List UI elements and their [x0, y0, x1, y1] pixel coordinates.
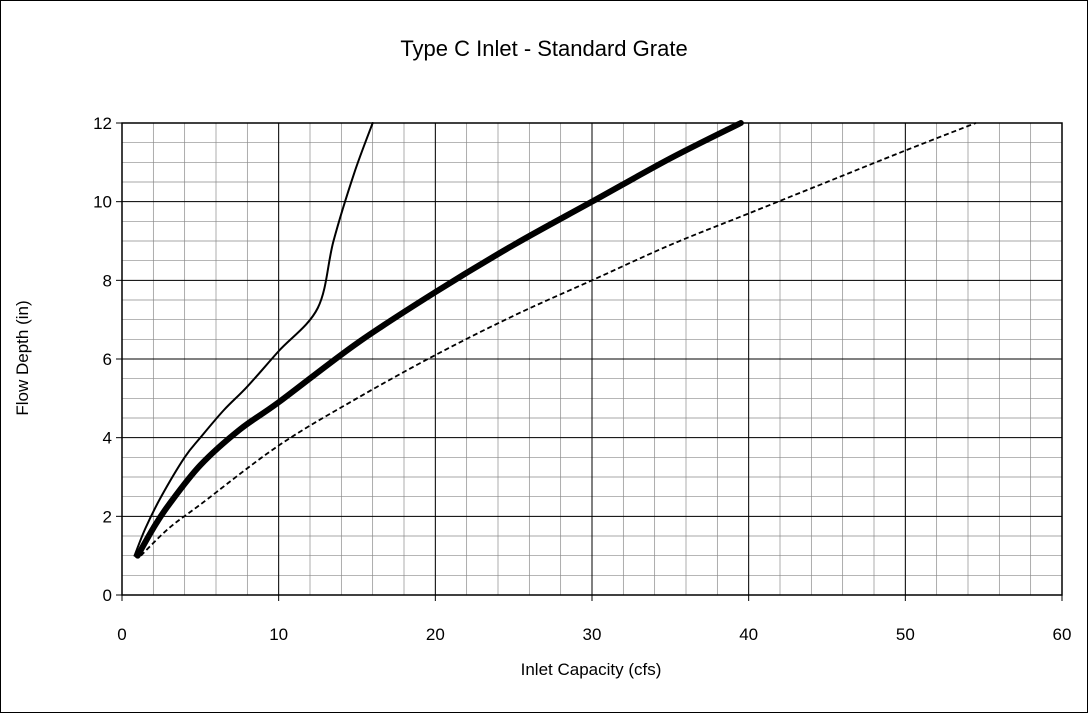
series-line-dashed [140, 122, 977, 557]
grid [121, 122, 1063, 596]
y-tick-label: 6 [103, 350, 112, 369]
series-lines [133, 120, 977, 559]
x-tick-label: 30 [583, 625, 602, 644]
y-tick-label: 0 [103, 586, 112, 605]
y-tick-label: 12 [93, 114, 112, 133]
x-tick-label: 40 [739, 625, 758, 644]
series-line-thick [134, 120, 744, 559]
chart-title: Type C Inlet - Standard Grate [400, 36, 687, 61]
x-tick-label: 50 [896, 625, 915, 644]
y-tick-label: 2 [103, 507, 112, 526]
x-tick-label: 20 [426, 625, 445, 644]
y-axis-label: Flow Depth (in) [13, 300, 32, 415]
tick-labels: 0 10 20 30 40 50 60 0 2 4 6 8 10 12 [93, 114, 1071, 644]
series-line-thin [133, 122, 374, 557]
y-tick-label: 8 [103, 271, 112, 290]
x-tick-label: 60 [1053, 625, 1072, 644]
y-tick-label: 4 [103, 429, 112, 448]
x-axis-label: Inlet Capacity (cfs) [521, 660, 662, 679]
x-tick-label: 10 [269, 625, 288, 644]
x-tick-label: 0 [117, 625, 126, 644]
y-tick-label: 10 [93, 193, 112, 212]
